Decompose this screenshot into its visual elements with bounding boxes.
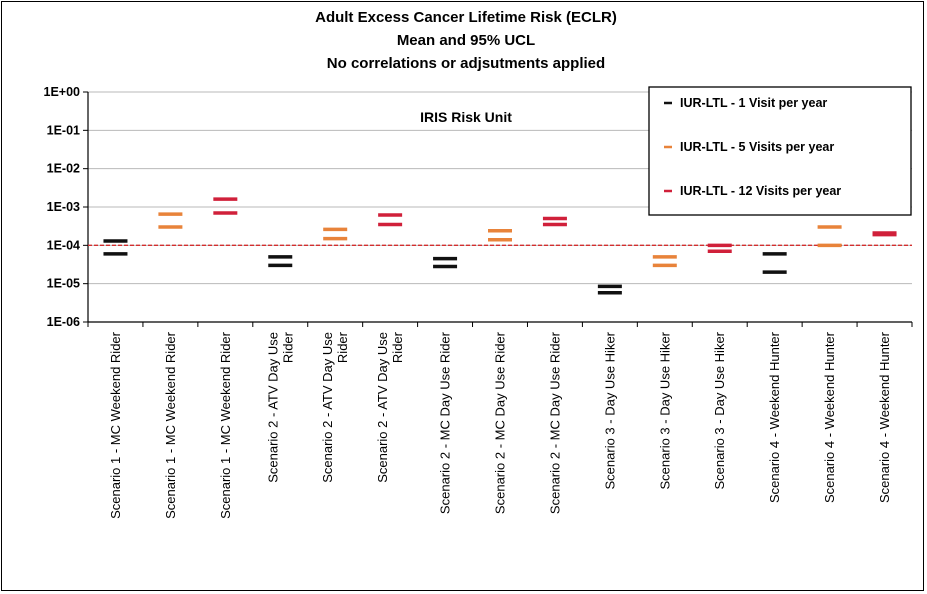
category-label: Scenario 1 - MC Weekend Rider <box>163 331 178 519</box>
category-label: Scenario 2 - ATV Day Use Rider <box>320 331 350 482</box>
category-label-line: Rider <box>335 331 350 363</box>
legend-label: IUR-LTL - 1 Visit per year <box>680 96 827 110</box>
iris-risk-unit-label: IRIS Risk Unit <box>420 109 512 125</box>
category-label-line: Scenario 4 - Weekend Hunter <box>767 331 782 503</box>
category-label-line: Scenario 2 - MC Day Use Rider <box>493 331 508 514</box>
category-label-line: Scenario 2 - MC Day Use Rider <box>547 331 562 514</box>
category-label: Scenario 2 - ATV Day Use Rider <box>265 331 295 482</box>
category-label: Scenario 1 - MC Weekend Rider <box>108 331 123 519</box>
category-label: Scenario 4 - Weekend Hunter <box>877 331 892 503</box>
category-label: Scenario 4 - Weekend Hunter <box>767 331 782 503</box>
legend-label: IUR-LTL - 12 Visits per year <box>680 184 841 198</box>
y-axis: 1E+00 1E-01 1E-02 1E-03 1E-04 1E-05 1E-06 <box>44 85 913 329</box>
category-label: Scenario 2 - MC Day Use Rider <box>493 331 508 514</box>
category-label-line: Scenario 3 - Day Use Hiker <box>712 331 727 489</box>
category-label-line: Scenario 4 - Weekend Hunter <box>822 331 837 503</box>
category-label-line: Rider <box>280 331 295 363</box>
category-label-line: Scenario 2 - ATV Day Use <box>265 332 280 483</box>
legend-box <box>648 86 912 216</box>
y-tick-label: 1E-02 <box>47 162 80 176</box>
chart-title-line-2: Mean and 95% UCL <box>397 32 535 49</box>
category-label-line: Scenario 1 - MC Weekend Rider <box>108 331 123 519</box>
chart-title-line-1: Adult Excess Cancer Lifetime Risk (ECLR) <box>315 9 617 26</box>
category-label: Scenario 3 - Day Use Hiker <box>602 331 617 489</box>
category-label-line: Scenario 2 - MC Day Use Rider <box>438 331 453 514</box>
category-label-line: Scenario 2 - ATV Day Use <box>320 332 335 483</box>
y-tick-label: 1E-04 <box>47 238 80 252</box>
category-label: Scenario 3 - Day Use Hiker <box>712 331 727 489</box>
category-label-line: Rider <box>390 331 405 363</box>
legend-label: IUR-LTL - 5 Visits per year <box>680 140 834 154</box>
category-label: Scenario 2 - ATV Day Use Rider <box>375 331 405 482</box>
x-axis-categories: Scenario 1 - MC Weekend Rider Scenario 1 … <box>108 331 892 519</box>
y-tick-label: 1E+00 <box>44 85 81 99</box>
category-label-line: Scenario 1 - MC Weekend Rider <box>163 331 178 519</box>
legend: IUR-LTL - 1 Visit per year IUR-LTL - 5 Vi… <box>648 86 912 216</box>
category-label-line: Scenario 3 - Day Use Hiker <box>602 331 617 489</box>
category-label: Scenario 2 - MC Day Use Rider <box>438 331 453 514</box>
y-tick-label: 1E-05 <box>47 277 80 291</box>
y-tick-label: 1E-03 <box>47 200 80 214</box>
category-label-line: Scenario 4 - Weekend Hunter <box>877 331 892 503</box>
y-tick-label: 1E-06 <box>47 315 80 329</box>
category-label: Scenario 3 - Day Use Hiker <box>657 331 672 489</box>
category-label: Scenario 1 - MC Weekend Rider <box>218 331 233 519</box>
category-label: Scenario 2 - MC Day Use Rider <box>547 331 562 514</box>
chart-title-line-3: No correlations or adjsutments applied <box>327 55 605 72</box>
category-label-line: Scenario 2 - ATV Day Use <box>375 332 390 483</box>
category-label: Scenario 4 - Weekend Hunter <box>822 331 837 503</box>
y-tick-label: 1E-01 <box>47 123 80 137</box>
category-label-line: Scenario 1 - MC Weekend Rider <box>218 331 233 519</box>
category-label-line: Scenario 3 - Day Use Hiker <box>657 331 672 489</box>
data-marks <box>103 197 897 295</box>
